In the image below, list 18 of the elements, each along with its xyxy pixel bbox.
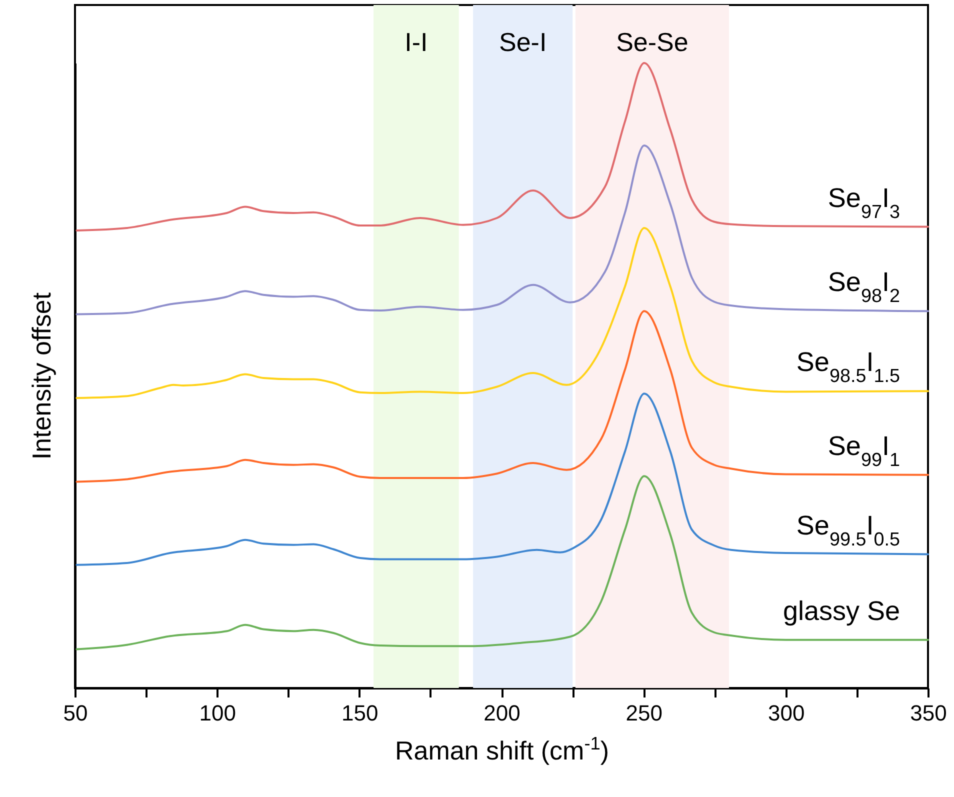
- x-tick-label: 50: [63, 700, 88, 726]
- x-tick-label: 300: [768, 700, 805, 726]
- series-label: Se$_{97}$I$_{3}$: [828, 182, 900, 222]
- y-axis-title: Intensity offset: [26, 292, 56, 460]
- x-axis-title: Raman shift (cm$^{-1}$): [394, 734, 610, 766]
- series-label: Se$_{98}$I$_{2}$: [828, 267, 900, 307]
- x-tick-label: 250: [626, 700, 663, 726]
- x-tick-label: 200: [484, 700, 520, 726]
- x-tick-label: 100: [199, 700, 236, 726]
- band-label: I-I: [404, 27, 428, 57]
- series-label: Se$_{99}$I$_{1}$: [828, 430, 900, 470]
- x-tick-label: 150: [341, 700, 378, 726]
- series-label: Se$_{98.5}$I$_{1.5}$: [796, 347, 900, 387]
- band-label: Se-Se: [616, 27, 688, 57]
- series-label: Se$_{99.5}$I$_{0.5}$: [796, 510, 900, 550]
- series-label: glassy Se: [782, 596, 900, 626]
- x-tick-label: 350: [910, 700, 947, 726]
- band-label: Se-I: [498, 27, 547, 57]
